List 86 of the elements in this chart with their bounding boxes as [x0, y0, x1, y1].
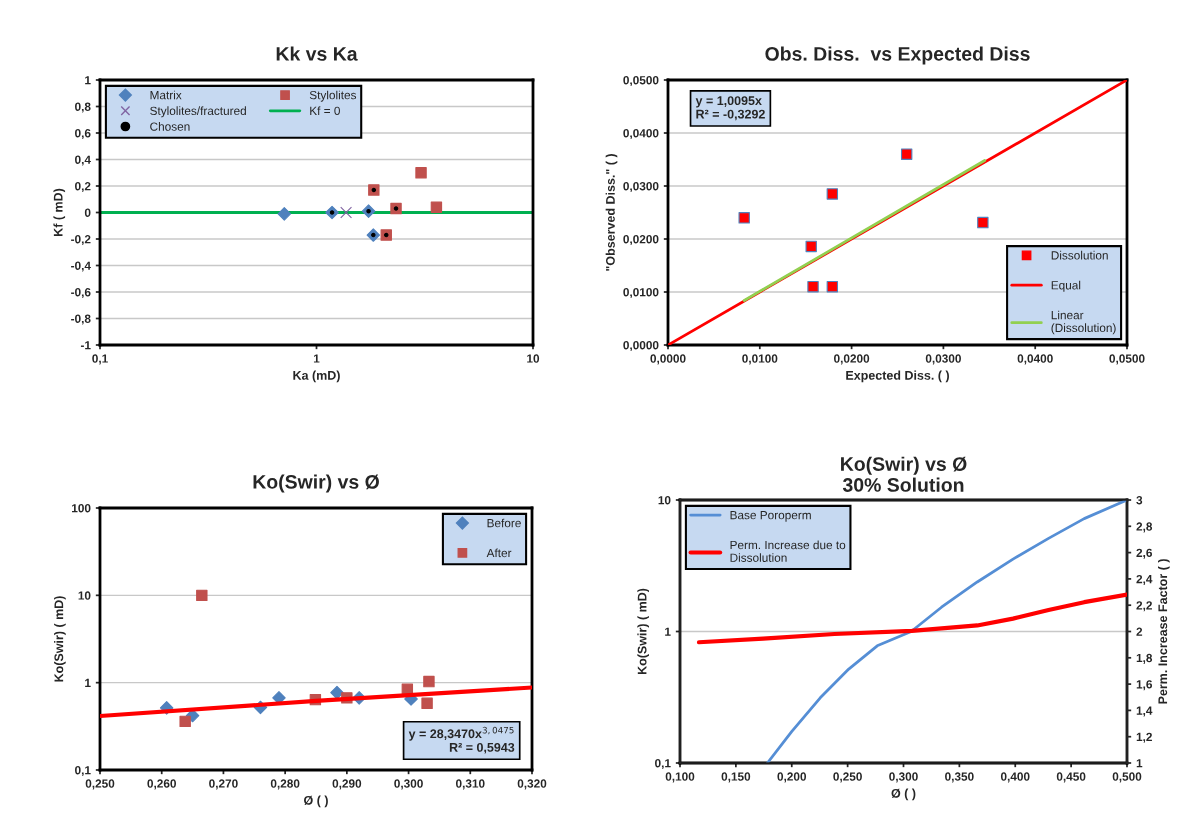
y-tick-label: 10: [78, 591, 91, 600]
y2-tick-label: 1: [1136, 759, 1143, 768]
y-tick-label: 100: [72, 504, 91, 513]
legend-label: Linear (Dissolution): [1051, 310, 1116, 335]
x-tick-label: 0,0100: [742, 354, 778, 365]
legend-label: Perm. Increase due to Dissolution: [730, 540, 846, 562]
y2-tick-label: 1,6: [1136, 680, 1153, 691]
x-tick-label: 0,290: [332, 779, 362, 790]
annotation: y = 28,3470x$^{3,0475}$ R² = 0,5943: [408, 726, 515, 754]
x-tick-label: 0,300: [394, 779, 423, 790]
x-tick-label: 0,280: [270, 779, 300, 790]
y-tick-label: 0,4: [75, 155, 91, 166]
x-tick-label: 0,150: [721, 772, 751, 783]
x-tick-label: 0,100: [665, 772, 695, 783]
x-tick-label: 0,1: [92, 354, 108, 365]
legend-label: Stylolites/fractured: [150, 106, 246, 118]
y2-tick-label: 2: [1136, 627, 1143, 636]
y2-tick-label: 3: [1136, 496, 1143, 505]
y-tick-label: -0,8: [71, 314, 91, 325]
legend-label: Chosen: [150, 122, 190, 131]
y2-tick-label: 2,8: [1136, 522, 1153, 533]
legend-label: After: [486, 548, 512, 558]
y-tick-label: 0,1: [655, 759, 671, 770]
y-axis-title: Kf ( mD): [53, 188, 66, 236]
x-tick-label: 10: [527, 354, 540, 363]
y-tick-label: 0,0500: [623, 76, 659, 87]
y-axis-title: Ko(Swir) ( mD): [637, 588, 650, 675]
chart-title: Obs. Diss. vs Expected Diss: [765, 46, 1030, 65]
y2-tick-label: 1,8: [1136, 653, 1153, 664]
y-tick-label: 0: [84, 208, 91, 217]
y-tick-label: -0,6: [71, 288, 91, 299]
legend-label: Stylolites: [309, 90, 357, 102]
legend-label: Equal: [1051, 280, 1081, 292]
y-tick-label: -0,2: [71, 235, 91, 246]
y2-tick-label: 2,4: [1136, 574, 1153, 586]
y-tick-label: -0,4: [71, 261, 91, 272]
x-tick-label: 0,310: [455, 779, 485, 790]
y2-tick-label: 2,6: [1136, 548, 1153, 559]
chart-title: Kk vs Ka: [276, 46, 358, 61]
y-tick-label: 0,6: [75, 129, 91, 140]
legend-label: Matrix: [150, 90, 182, 100]
y2-tick-label: 2,2: [1136, 601, 1152, 612]
x-tick-label: 0,320: [517, 779, 547, 790]
x-tick-label: 0,500: [1112, 772, 1142, 783]
x-axis-title: Expected Diss. ( ): [846, 370, 949, 383]
x-tick-label: 1: [313, 354, 320, 363]
legend-label: Kf = 0: [310, 106, 340, 116]
x-tick-label: 0,0500: [1109, 354, 1145, 365]
y2-axis-title: Perm. Increase Factor ( ): [1157, 559, 1170, 704]
chart-title: Ko(Swir) vs Ø 30% Solution: [841, 456, 967, 492]
x-axis-title: Ø ( ): [891, 788, 916, 801]
y-tick-label: -1: [80, 341, 91, 350]
y-tick-label: 0,0200: [623, 235, 659, 246]
y-tick-label: 0,0100: [623, 288, 659, 299]
y-axis-title: Ko(Swir) ( mD): [54, 596, 66, 682]
x-tick-label: 0,0200: [834, 354, 870, 365]
legend-label: Before: [487, 518, 521, 528]
y-axis-title: "Observed Diss." ( ): [605, 154, 618, 271]
y-tick-label: 1: [85, 76, 91, 85]
y2-tick-label: 1,2: [1136, 732, 1152, 743]
legend-label: Dissolution: [1051, 250, 1108, 260]
x-tick-label: 0,0300: [925, 354, 961, 365]
x-tick-label: 0,250: [85, 779, 115, 790]
y-tick-label: 0,0400: [623, 129, 659, 140]
x-tick-label: 0,0400: [1017, 354, 1053, 365]
y-tick-label: 10: [658, 496, 671, 505]
y-tick-label: 0,0300: [623, 182, 659, 193]
x-tick-label: 0,400: [1000, 772, 1030, 783]
annotation: y = 1,0095x R² = -0,3292: [695, 96, 765, 121]
x-tick-label: 0,350: [945, 772, 974, 783]
y-tick-label: 0,2: [75, 182, 91, 193]
legend-label: Base Poroperm: [730, 511, 811, 522]
y-tick-label: 1: [85, 678, 91, 687]
y-tick-label: 1: [665, 627, 671, 636]
x-tick-label: 0,450: [1056, 772, 1086, 783]
x-tick-label: 0,250: [833, 772, 862, 783]
x-axis-title: Ka (mD): [293, 370, 340, 383]
y2-tick-label: 1,4: [1136, 706, 1153, 717]
x-tick-label: 0,270: [209, 779, 238, 790]
x-tick-label: 0,200: [777, 772, 807, 783]
x-tick-label: 0,260: [147, 779, 176, 790]
chart-title: Ko(Swir) vs Ø: [253, 474, 379, 493]
x-axis-title: Ø ( ): [304, 795, 328, 808]
y-tick-label: 0,8: [75, 102, 91, 113]
x-tick-label: 0,300: [889, 772, 918, 783]
y-tick-label: 0,0000: [623, 341, 659, 352]
